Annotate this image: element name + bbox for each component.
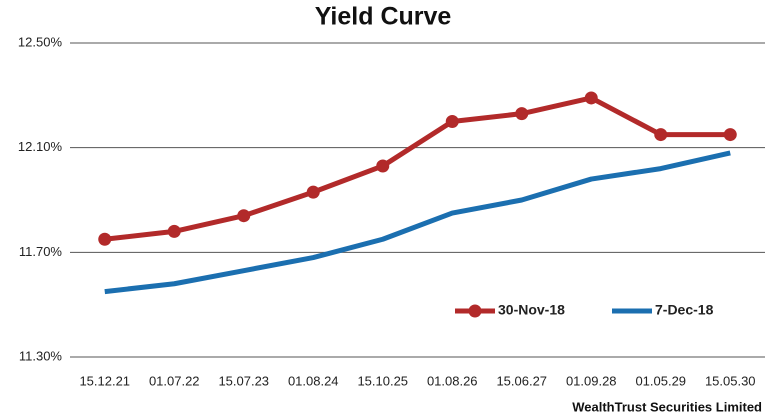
x-tick-label: 01.08.26 [427, 373, 478, 388]
legend-marker [468, 304, 482, 318]
x-tick-label: 01.09.28 [566, 373, 617, 388]
y-tick-label: 11.30% [19, 348, 63, 363]
x-tick-label: 15.10.25 [357, 373, 408, 388]
point [376, 159, 390, 173]
y-tick-label: 12.10% [18, 139, 63, 154]
y-tick-label: 12.50% [18, 34, 63, 49]
x-tick-label: 15.06.27 [496, 373, 547, 388]
legend-label: 7-Dec-18 [655, 302, 714, 318]
point [515, 107, 529, 121]
point [306, 185, 320, 199]
point [445, 115, 459, 128]
point [654, 128, 668, 142]
x-tick-label: 15.05.30 [705, 373, 756, 388]
y-tick-label: 11.70% [19, 244, 63, 259]
x-tick-label: 01.07.22 [149, 373, 200, 388]
chart-title: Yield Curve [315, 3, 452, 31]
point [723, 128, 737, 142]
x-tick-label: 01.08.24 [288, 373, 339, 388]
x-tick-label: 15.12.21 [79, 373, 130, 388]
point [167, 224, 181, 238]
series-line [104, 95, 731, 242]
x-tick-label: 15.07.23 [218, 373, 269, 388]
series-line [104, 150, 731, 295]
x-tick-label: 01.05.29 [635, 373, 686, 388]
legend-label: 30-Nov-18 [498, 302, 565, 318]
footer: WealthTrust Securities Limited [572, 399, 762, 414]
point [584, 91, 598, 105]
point [237, 209, 251, 223]
point [98, 232, 112, 246]
